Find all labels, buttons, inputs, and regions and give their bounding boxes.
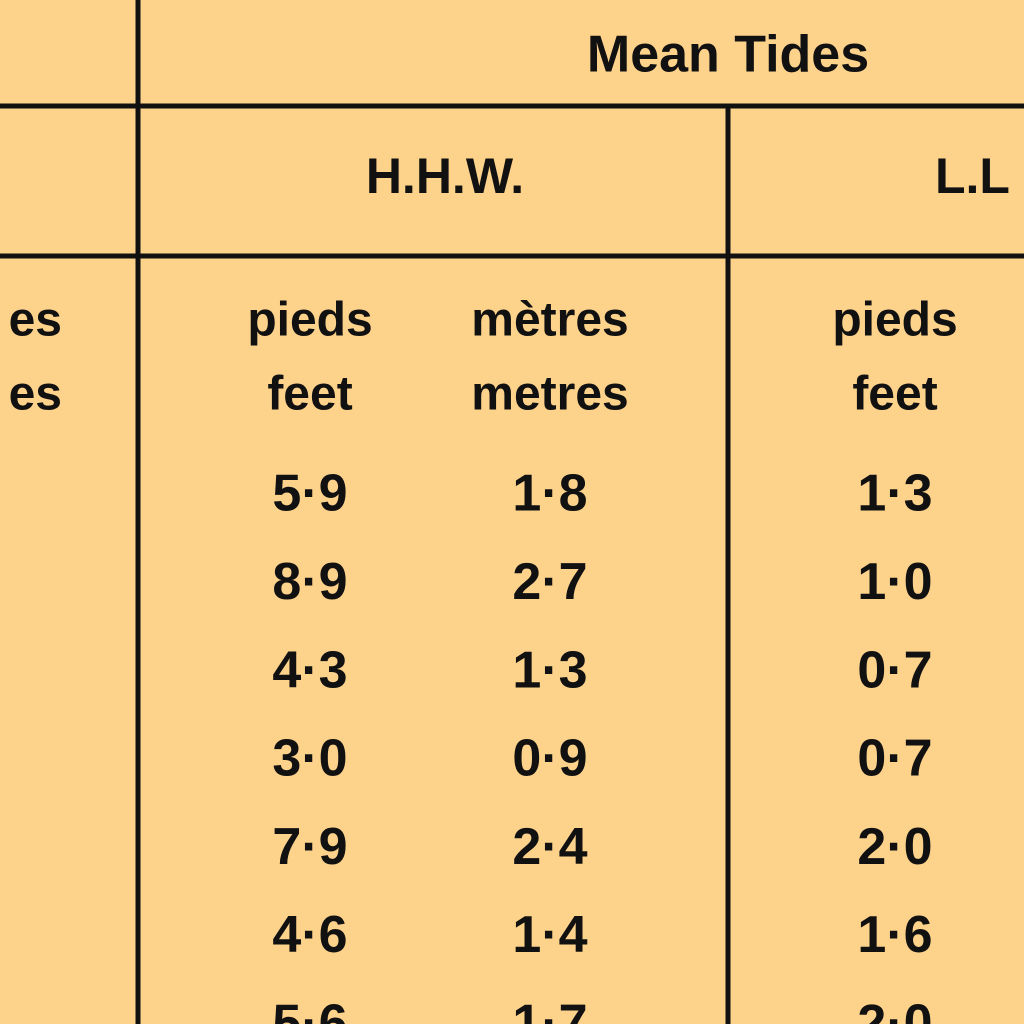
table-cell: 0·7: [857, 730, 932, 788]
table-cell: 1·4: [512, 906, 587, 964]
table-cell: 4·3: [272, 641, 347, 699]
table-cell: 5·9: [272, 465, 347, 523]
table-cell: 1·8: [512, 465, 587, 523]
table-cell: 4·6: [272, 906, 347, 964]
table-cell: 7·9: [272, 818, 347, 876]
column-header: mètres: [471, 294, 628, 347]
table-body: pieds feet mètres metres pieds feet 5·9 1·8 1·3 8…: [247, 294, 957, 1024]
table-cell: 2·4: [512, 818, 587, 876]
table-cell: 2·7: [512, 553, 587, 611]
table-cell: 5·6: [272, 995, 347, 1024]
header-fragment: es: [9, 294, 62, 347]
table-cell: 1·7: [512, 995, 587, 1024]
column-header: feet: [852, 368, 937, 421]
column-header: pieds: [247, 294, 372, 347]
column-header: metres: [471, 368, 628, 421]
table-cell: 3·0: [272, 730, 347, 788]
section-title: Mean Tides: [587, 26, 869, 84]
table-cell: 1·3: [857, 465, 932, 523]
table-cell: 0·7: [857, 641, 932, 699]
table-cell: 1·0: [857, 553, 932, 611]
table-cell: 2·0: [857, 818, 932, 876]
table-cell: 1·6: [857, 906, 932, 964]
table-cell: 1·3: [512, 641, 587, 699]
group-label: L.L: [935, 148, 1010, 204]
group-label: H.H.W.: [366, 148, 524, 204]
table-cell: 2·0: [857, 995, 932, 1024]
column-header: pieds: [832, 294, 957, 347]
column-header: feet: [267, 368, 352, 421]
table-cell: 8·9: [272, 553, 347, 611]
header-fragment: es: [9, 368, 62, 421]
table-cell: 0·9: [512, 730, 587, 788]
